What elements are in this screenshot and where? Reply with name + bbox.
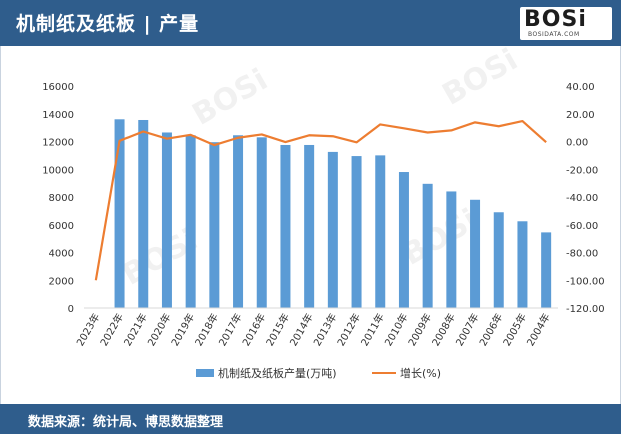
chart-canvas: 0 2000 4000 6000 8000 10000 12000 14000 16000 -1… xyxy=(42,82,605,380)
right-tick-label: -80.00 xyxy=(566,249,598,260)
bar-series xyxy=(114,119,552,309)
footer-bar: 数据来源：统计局、博思数据整理 xyxy=(0,404,621,434)
bar xyxy=(280,144,291,308)
left-axis: 0 2000 4000 6000 8000 10000 12000 14000 16000 xyxy=(42,82,74,315)
left-tick-label: 2000 xyxy=(49,276,74,287)
bar xyxy=(446,191,457,308)
bar xyxy=(161,132,172,308)
left-tick-label: 14000 xyxy=(42,110,74,121)
right-tick-label: 20.00 xyxy=(566,110,595,121)
bar xyxy=(375,155,386,308)
right-tick-label: -120.00 xyxy=(566,304,605,315)
bar xyxy=(209,142,220,308)
right-tick-label: -100.00 xyxy=(566,276,605,287)
brand-logo: BOSi BOSIDATA.COM xyxy=(520,7,612,40)
logo-subtext: BOSIDATA.COM xyxy=(528,31,580,38)
left-tick-label: 6000 xyxy=(49,221,74,232)
left-tick-label: 4000 xyxy=(49,249,74,260)
logo-text: BOSi xyxy=(524,7,587,32)
left-tick-label: 16000 xyxy=(42,82,74,93)
right-tick-label: -60.00 xyxy=(566,221,598,232)
right-axis: -120.00 -100.00 -80.00 -60.00 -40.00 -20.00 0.… xyxy=(566,82,605,315)
left-tick-label: 0 xyxy=(68,304,74,315)
page-title: 机制纸及纸板 | 产量 xyxy=(16,13,200,35)
left-tick-label: 10000 xyxy=(42,165,74,176)
x-axis: 2023年2022年2021年2020年2019年2018年2017年2016年… xyxy=(73,307,558,348)
left-tick-label: 8000 xyxy=(49,193,74,204)
left-tick-label: 12000 xyxy=(42,138,74,149)
right-tick-label: -40.00 xyxy=(566,193,598,204)
growth-line xyxy=(94,120,547,281)
bar xyxy=(517,221,528,308)
bar xyxy=(256,137,267,308)
legend: 机制纸及纸板产量(万吨) 增长(%) xyxy=(196,366,441,380)
bar xyxy=(233,135,244,308)
bar xyxy=(351,156,362,308)
header-bar: 机制纸及纸板 | 产量 BOSi BOSIDATA.COM xyxy=(0,0,621,46)
bar xyxy=(185,135,196,308)
bar xyxy=(398,172,409,308)
bar xyxy=(304,144,315,308)
bar xyxy=(114,119,125,308)
legend-bar-swatch xyxy=(196,369,214,377)
line-series xyxy=(94,120,547,281)
data-source: 数据来源：统计局、博思数据整理 xyxy=(28,415,224,430)
legend-line-label: 增长(%) xyxy=(400,366,441,380)
bar xyxy=(541,232,552,308)
x-tick-label: 2004年 xyxy=(524,311,553,348)
right-tick-label: -20.00 xyxy=(566,165,598,176)
right-tick-label: 0.00 xyxy=(566,138,588,149)
bar xyxy=(422,183,433,308)
legend-bar-label: 机制纸及纸板产量(万吨) xyxy=(218,366,337,380)
bar xyxy=(138,119,149,309)
bar xyxy=(327,151,338,308)
right-tick-label: 40.00 xyxy=(566,82,595,93)
bar xyxy=(470,199,481,308)
bar xyxy=(493,212,504,308)
